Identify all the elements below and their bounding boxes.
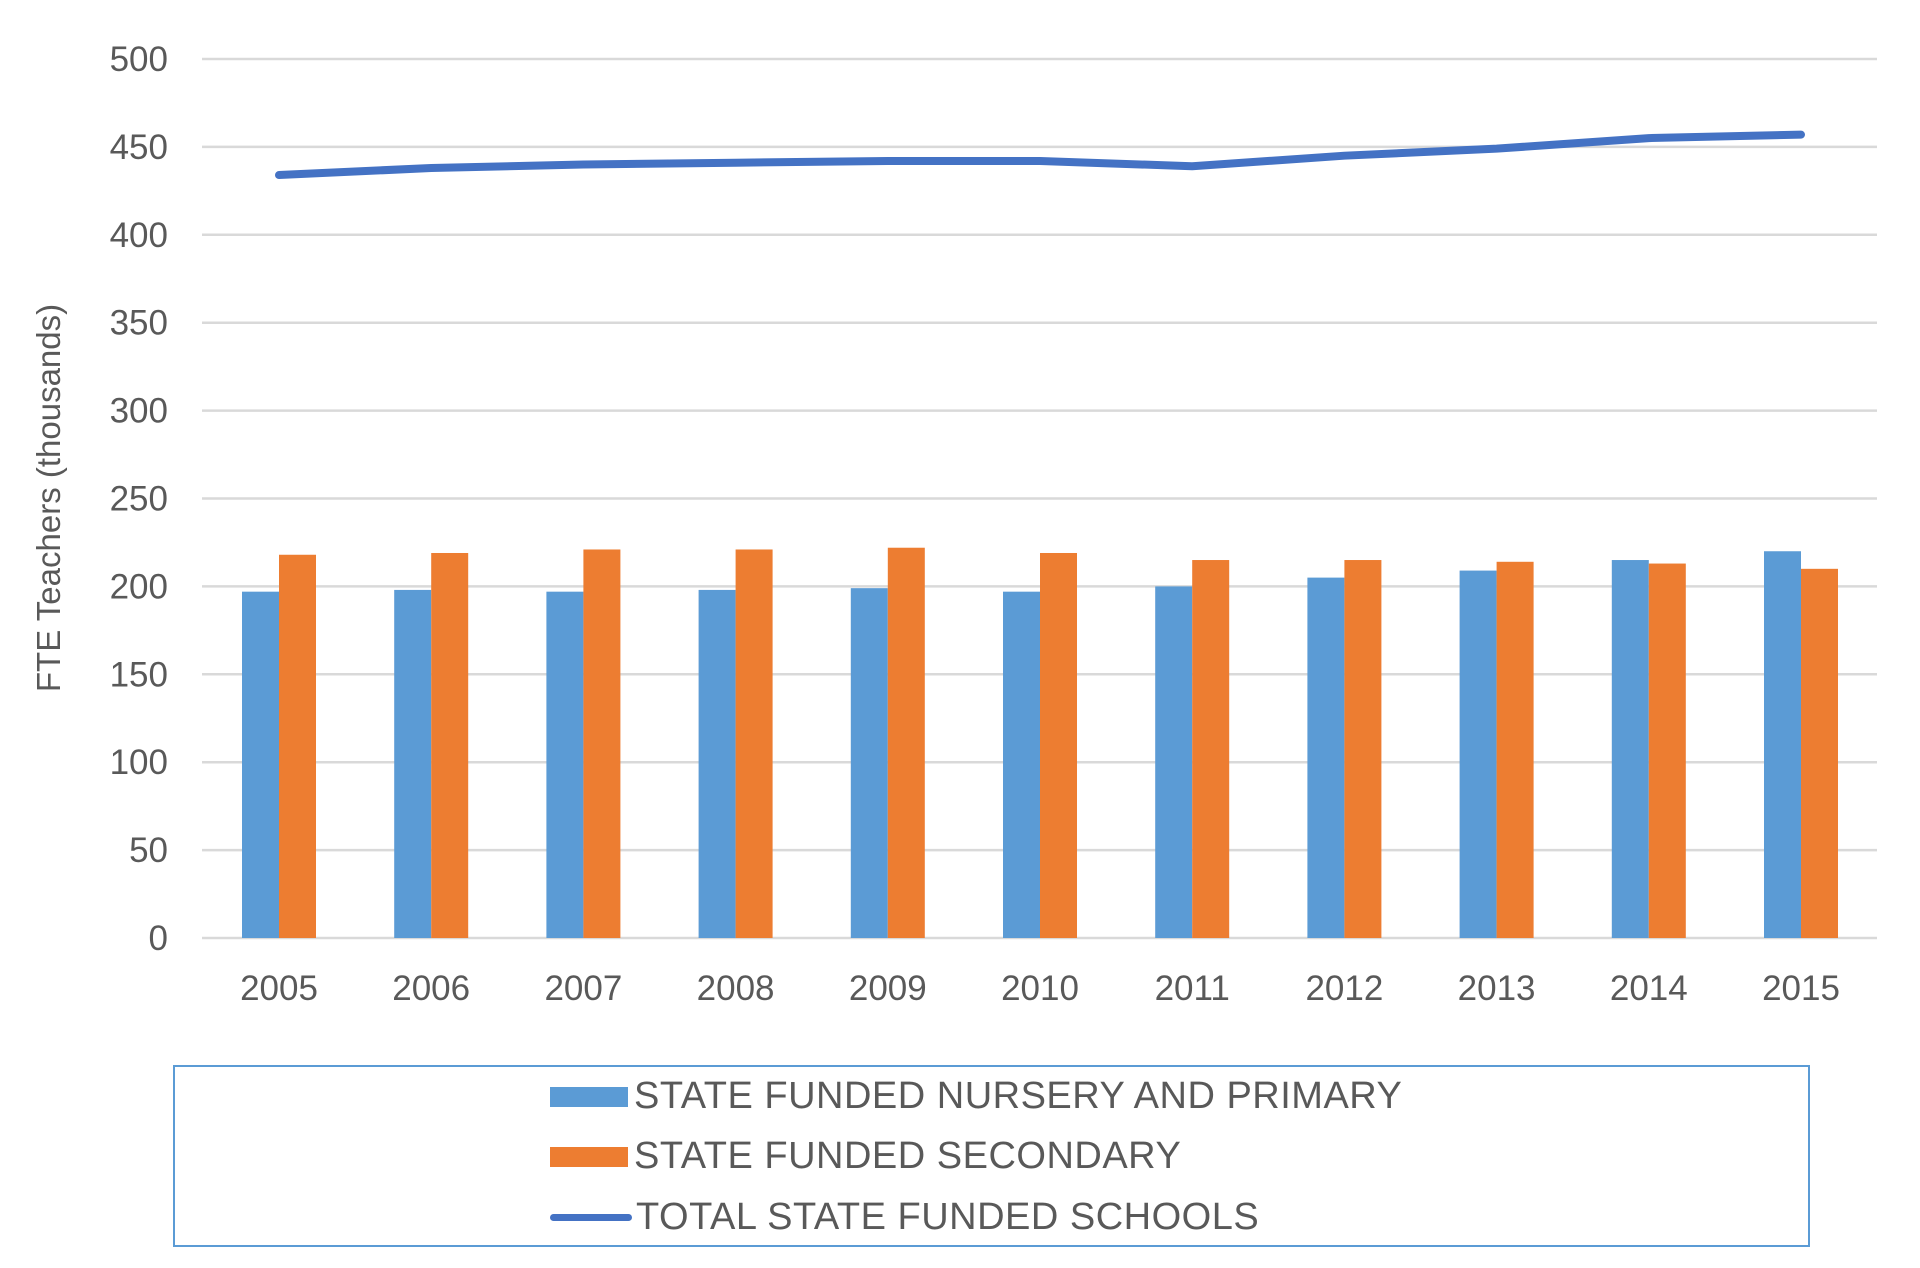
bar-secondary (1192, 560, 1230, 938)
bar-primary (1155, 586, 1193, 938)
y-tick-label: 0 (149, 919, 168, 958)
bar-secondary (887, 547, 925, 938)
bar-secondary (431, 552, 469, 938)
x-tick-label: 2006 (392, 969, 470, 1008)
y-tick-label: 100 (110, 743, 168, 782)
bar-secondary (279, 554, 316, 938)
legend-label-total: TOTAL STATE FUNDED SCHOOLS (636, 1196, 1260, 1238)
bar-secondary (1040, 552, 1077, 938)
x-tick-label: 2009 (849, 969, 927, 1008)
x-tick-label: 2005 (240, 969, 318, 1008)
chart: 0 50 100 150 200 250 300 350 400 450 500 FTE Teache… (30, 40, 1877, 1008)
x-tick-label: 2013 (1458, 969, 1536, 1008)
y-tick-label: 350 (110, 304, 168, 343)
bar-primary (394, 589, 432, 938)
x-tick-label: 2011 (1155, 969, 1230, 1008)
y-axis-label: FTE Teachers (thousands) (30, 304, 67, 692)
legend-item-total: TOTAL STATE FUNDED SCHOOLS (550, 1196, 1259, 1239)
legend-item-primary: STATE FUNDED NURSERY AND PRIMARY (550, 1075, 1402, 1118)
bar-primary (242, 591, 279, 938)
y-tick-label: 500 (110, 40, 168, 79)
x-tick-label: 2014 (1610, 969, 1688, 1008)
y-tick-label: 150 (110, 655, 168, 694)
bar-secondary (1496, 561, 1534, 938)
x-tick-label: 2008 (697, 969, 775, 1008)
legend-swatch-primary (550, 1086, 628, 1107)
x-tick-label: 2007 (544, 969, 622, 1008)
line-total (275, 130, 1805, 180)
legend-item-secondary: STATE FUNDED SECONDARY (550, 1135, 1181, 1178)
y-tick-label: 300 (110, 392, 168, 431)
bar-primary (1307, 577, 1345, 938)
bar-secondary (1344, 560, 1382, 938)
bar-primary (546, 591, 584, 938)
legend-label-primary: STATE FUNDED NURSERY AND PRIMARY (634, 1075, 1403, 1117)
bar-primary (698, 589, 736, 938)
bar-primary (1764, 551, 1801, 938)
x-tick-label: 2010 (1001, 969, 1079, 1008)
bar-secondary (735, 549, 773, 938)
y-tick-label: 450 (110, 128, 168, 167)
y-tick-label: 400 (110, 216, 168, 255)
x-tick-label: 2015 (1762, 969, 1840, 1008)
y-tick-label: 250 (110, 480, 168, 519)
bar-primary (850, 588, 888, 938)
legend-swatch-secondary (550, 1146, 628, 1167)
bar-primary (1459, 570, 1497, 938)
y-tick-label: 50 (129, 831, 168, 870)
x-tick-label: 2012 (1305, 969, 1383, 1008)
bar-primary (1611, 560, 1649, 938)
y-tick-label: 200 (110, 567, 168, 606)
bar-secondary (1648, 563, 1686, 938)
legend-line-total (550, 1214, 632, 1221)
bar-secondary (583, 549, 621, 938)
bar-secondary (1801, 568, 1838, 938)
legend-label-secondary: STATE FUNDED SECONDARY (634, 1135, 1182, 1177)
bar-primary (1003, 591, 1040, 938)
legend: STATE FUNDED NURSERY AND PRIMARY STATE F… (173, 1065, 1810, 1247)
